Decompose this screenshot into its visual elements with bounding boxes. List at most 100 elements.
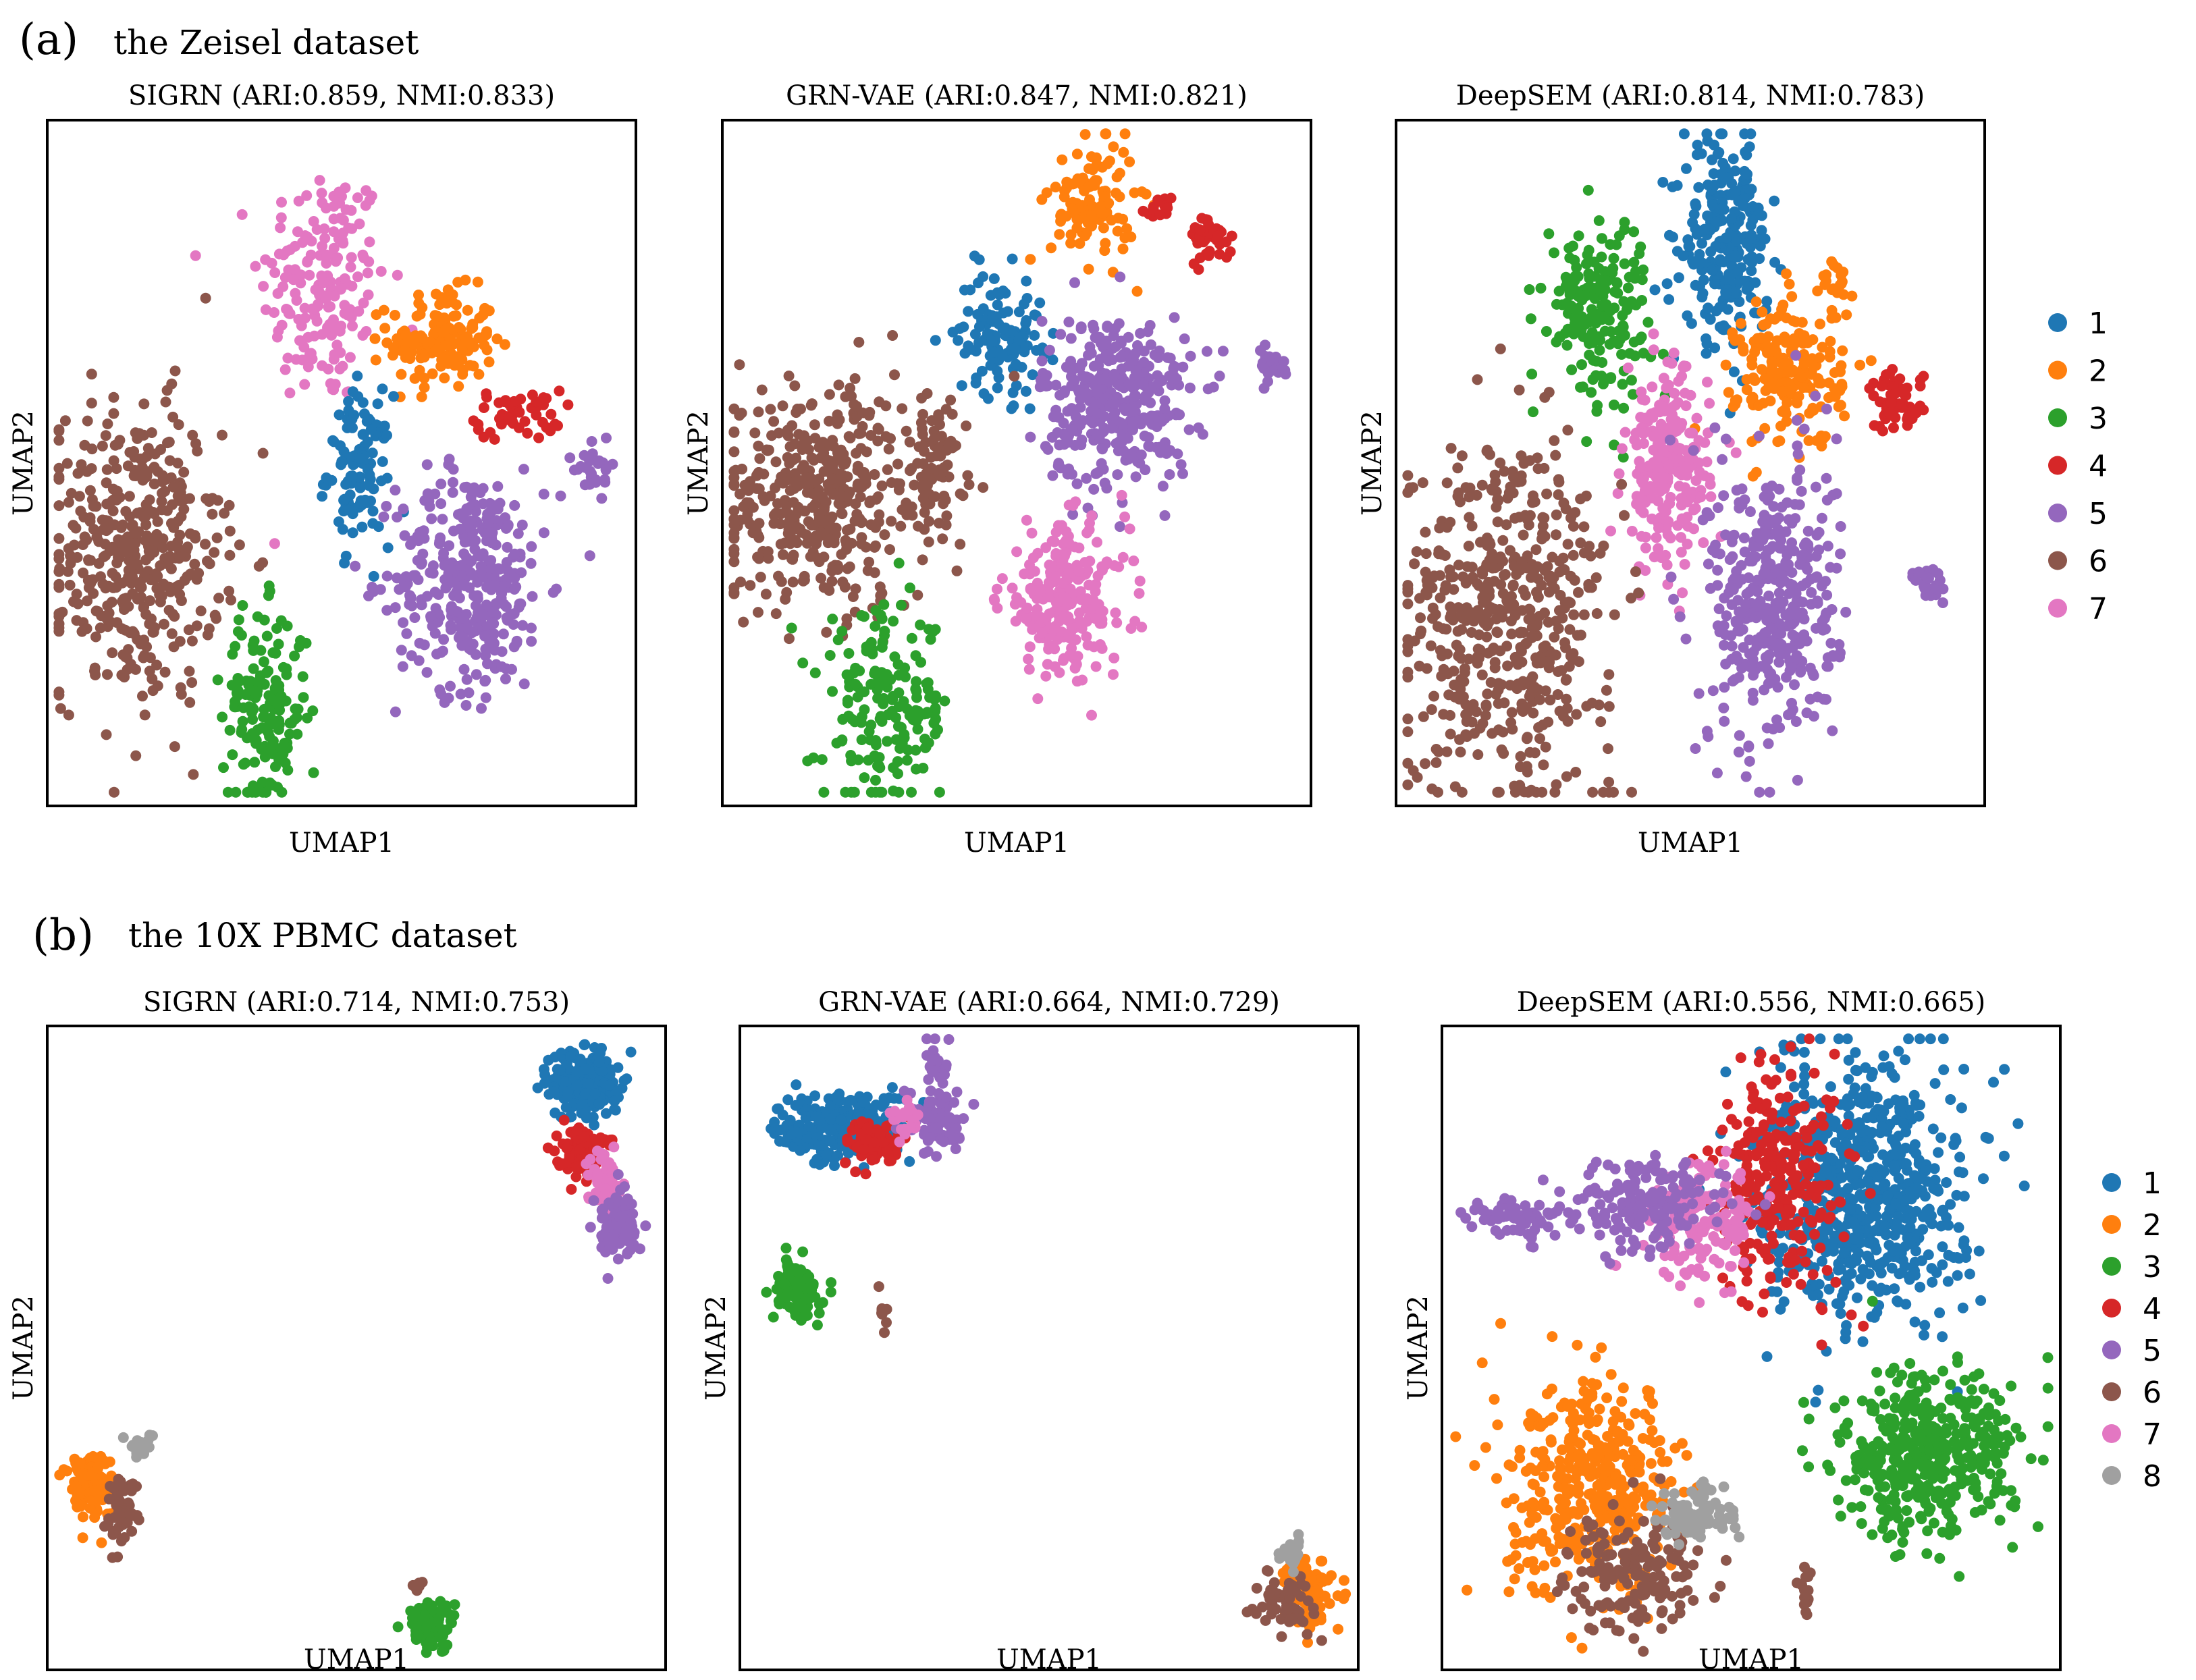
point-cluster-6	[904, 436, 915, 448]
point-cluster-5	[397, 661, 408, 672]
point-cluster-2	[1086, 210, 1097, 221]
point-cluster-2	[1025, 254, 1036, 265]
point-cluster-6	[1633, 587, 1644, 599]
point-cluster-6	[765, 404, 776, 415]
point-cluster-4	[533, 432, 544, 443]
point-cluster-2	[452, 277, 464, 288]
point-cluster-6	[793, 506, 803, 517]
point-cluster-3	[259, 703, 270, 715]
point-cluster-6	[1476, 669, 1488, 680]
point-cluster-1	[1744, 141, 1755, 153]
point-cluster-5	[1792, 448, 1804, 460]
point-cluster-3	[230, 786, 242, 798]
point-cluster-7	[1657, 503, 1669, 514]
point-cluster-6	[1493, 786, 1505, 798]
point-cluster-1	[1731, 236, 1742, 247]
point-cluster-5	[527, 591, 538, 602]
point-cluster-5	[1130, 379, 1142, 391]
point-cluster-7	[1695, 491, 1707, 503]
point-cluster-4	[481, 391, 492, 403]
point-cluster-3	[281, 663, 292, 674]
point-cluster-2	[479, 340, 490, 351]
point-cluster-3	[876, 613, 888, 624]
point-cluster-5	[446, 624, 457, 635]
point-cluster-7	[1108, 652, 1120, 663]
point-cluster-3	[910, 650, 921, 661]
point-cluster-6	[140, 554, 152, 566]
point-cluster-7	[275, 222, 286, 234]
point-cluster-4	[503, 412, 514, 423]
point-cluster-6	[753, 518, 765, 529]
point-cluster-6	[1474, 629, 1484, 641]
point-cluster-2	[1835, 400, 1846, 411]
point-cluster-2	[477, 309, 489, 321]
point-cluster-6	[109, 786, 119, 798]
point-cluster-5	[1745, 661, 1757, 673]
point-cluster-6	[728, 426, 740, 437]
point-cluster-2	[1735, 318, 1746, 329]
point-cluster-3	[870, 786, 882, 798]
point-cluster-1	[1034, 297, 1046, 308]
point-cluster-7	[1638, 507, 1649, 518]
point-cluster-2	[1041, 187, 1052, 198]
point-cluster-5	[1118, 402, 1129, 414]
point-cluster-6	[1619, 510, 1630, 521]
point-cluster-6	[1583, 582, 1595, 593]
point-cluster-2	[1837, 345, 1848, 356]
point-cluster-2	[437, 327, 449, 338]
point-cluster-7	[1071, 676, 1083, 687]
point-cluster-5	[1123, 331, 1134, 343]
point-cluster-6	[186, 677, 198, 688]
point-cluster-6	[157, 487, 168, 499]
point-cluster-2	[1121, 223, 1133, 234]
point-cluster-5	[444, 540, 455, 551]
point-cluster-6	[826, 576, 838, 587]
point-cluster-6	[1545, 570, 1557, 582]
point-cluster-5	[1783, 709, 1794, 721]
point-cluster-1	[988, 273, 1000, 284]
point-cluster-2	[1083, 263, 1094, 275]
point-cluster-6	[116, 670, 128, 681]
point-cluster-6	[1559, 637, 1570, 649]
point-cluster-3	[1586, 282, 1597, 294]
point-cluster-6	[1540, 741, 1551, 753]
point-cluster-2	[1061, 176, 1073, 188]
point-cluster-7	[1059, 612, 1070, 623]
point-cluster-2	[1077, 172, 1088, 184]
point-cluster-6	[223, 585, 235, 597]
point-cluster-2	[457, 364, 468, 376]
point-cluster-6	[753, 406, 764, 418]
point-cluster-4	[554, 385, 565, 397]
point-cluster-5	[1099, 477, 1110, 489]
point-cluster-6	[1493, 698, 1504, 709]
point-cluster-5	[1747, 687, 1759, 699]
point-cluster-5	[1795, 666, 1806, 678]
point-cluster-1	[978, 271, 989, 282]
point-cluster-3	[1628, 226, 1640, 238]
point-cluster-3	[1541, 326, 1552, 337]
point-cluster-7	[345, 261, 356, 273]
point-cluster-6	[872, 435, 884, 447]
point-cluster-6	[203, 623, 215, 634]
point-cluster-6	[853, 337, 865, 348]
point-cluster-1	[956, 380, 967, 391]
point-cluster-6	[1534, 694, 1546, 705]
point-cluster-5	[1728, 584, 1739, 595]
point-cluster-6	[167, 499, 178, 510]
point-cluster-6	[1538, 641, 1549, 653]
point-cluster-2	[450, 310, 462, 321]
point-cluster-5	[471, 669, 482, 680]
point-cluster-5	[1783, 514, 1794, 525]
point-cluster-6	[851, 448, 862, 459]
point-cluster-5	[1088, 360, 1100, 372]
point-cluster-6	[257, 448, 269, 459]
point-cluster-3	[893, 558, 905, 569]
point-cluster-6	[1507, 724, 1518, 735]
point-cluster-3	[906, 632, 917, 644]
point-cluster-2	[1777, 385, 1788, 397]
point-cluster-5	[1177, 361, 1189, 373]
point-cluster-2	[1067, 203, 1078, 214]
point-cluster-1	[1671, 180, 1683, 191]
point-cluster-5	[1665, 434, 1676, 445]
